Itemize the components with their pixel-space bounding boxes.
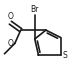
Text: O: O [7, 12, 13, 21]
Text: O: O [8, 39, 13, 48]
Text: Br: Br [31, 5, 39, 14]
Text: S: S [62, 51, 67, 60]
